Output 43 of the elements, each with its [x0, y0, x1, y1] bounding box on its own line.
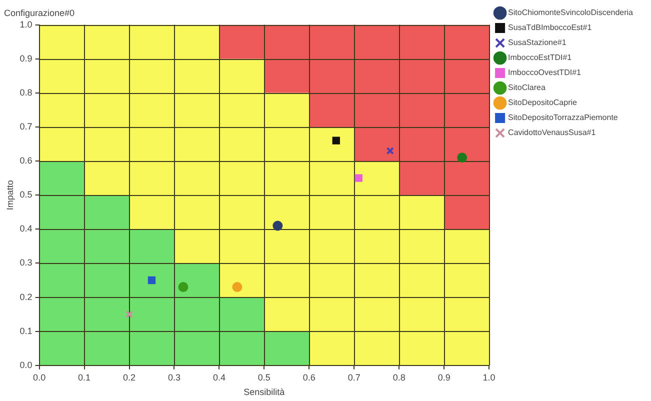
y-axis-title: Impatto: [4, 180, 15, 210]
y-tick-label: 1.0: [20, 19, 32, 30]
legend-label: CavidottoVenausSusa#1: [508, 128, 596, 138]
x-tick-label: 0.6: [302, 372, 316, 382]
point: [457, 152, 468, 163]
point: [332, 136, 340, 144]
point: [354, 174, 362, 182]
point: [386, 146, 394, 155]
x-tick-label: 0.5: [258, 372, 270, 382]
legend-label: SusaTdBImboccoEst#1: [508, 23, 592, 32]
chart-title: Configurazione#0: [4, 8, 75, 18]
legend-label: SusaStazione#1: [508, 38, 567, 48]
y-tick-label: 0.3: [20, 258, 32, 268]
y-tick-label: 0.1: [20, 326, 32, 336]
x-tick-label: 1.0: [482, 372, 496, 382]
y-tick-label: 0.8: [20, 87, 32, 98]
legend-label: SitoChiomonteSvincoloDiscenderia: [508, 8, 634, 18]
point: [232, 282, 242, 292]
legend-label: ImboccoEstTDI#1: [508, 53, 572, 62]
legend-label: SitoClarea: [508, 83, 546, 92]
y-tick-label: 0.5: [20, 190, 32, 200]
point: [125, 310, 134, 318]
x-tick-label: 0.8: [392, 372, 406, 382]
y-tick-label: 0.6: [20, 156, 32, 166]
x-tick-label: 0.3: [168, 372, 180, 382]
y-tick-label: 0.9: [20, 53, 32, 64]
x-tick-label: 0.1: [78, 372, 91, 382]
y-tick-label: 0.4: [20, 224, 32, 234]
x-tick-label: 0.4: [212, 372, 226, 382]
legend-label: SitoDepositoTorrazzaPiemonte: [508, 113, 618, 122]
x-tick-label: 0.0: [33, 372, 46, 382]
point: [178, 282, 188, 292]
x-tick-label: 0.9: [438, 372, 450, 382]
point: [148, 276, 156, 284]
y-tick-label: 0.7: [20, 121, 32, 132]
legend-label: SitoDepositoCaprie: [508, 98, 578, 108]
y-tick-label: 0.2: [20, 292, 32, 302]
y-tick-label: 0.0: [20, 360, 32, 370]
x-axis-title: Sensibilità: [244, 387, 285, 398]
x-tick-label: 0.2: [123, 372, 136, 382]
x-tick-label: 0.7: [348, 372, 360, 382]
point: [272, 220, 283, 231]
legend-label: ImboccoOvestTDI#1: [508, 68, 582, 78]
